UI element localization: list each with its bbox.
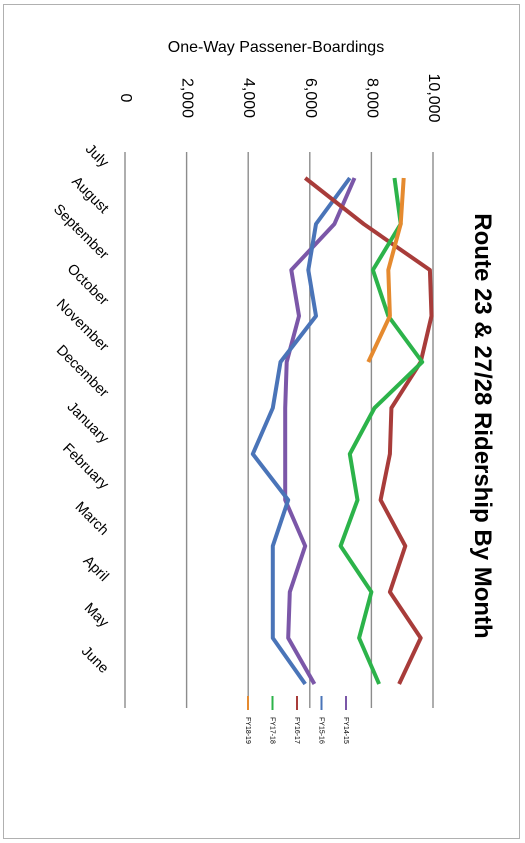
y-tick-label: 6,000 <box>302 78 319 118</box>
series-lines <box>250 176 434 686</box>
series-line <box>338 177 425 685</box>
legend-label: FY16-17 <box>293 717 300 744</box>
x-tick-labels: JulyAugustSeptemberOctoberNovemberDecemb… <box>50 141 112 677</box>
x-tick-label: June <box>78 643 112 677</box>
x-tick-label: April <box>80 553 112 585</box>
x-tick-label: May <box>81 600 112 631</box>
y-tick-label: 4,000 <box>240 78 257 118</box>
y-tick-label: 2,000 <box>179 78 196 118</box>
chart-title: Route 23 & 27/28 Ridership By Month <box>469 213 496 638</box>
gridlines <box>124 152 434 708</box>
y-tick-label: 8,000 <box>363 78 380 118</box>
x-tick-label: February <box>59 440 112 493</box>
x-tick-label: August <box>68 174 111 217</box>
legend: FY14-15 FY15-16 FY16-17 FY17-18 FY18-19 <box>244 696 349 744</box>
series-line <box>250 176 352 686</box>
legend-label: FY18-19 <box>244 717 251 744</box>
series-line <box>366 177 406 363</box>
legend-label: FY17-18 <box>269 717 276 744</box>
y-tick-label: 10,000 <box>425 74 442 123</box>
chart-frame <box>3 4 520 839</box>
y-tick-labels: 0 2,000 4,000 6,000 8,000 10,000 <box>117 74 442 123</box>
legend-label: FY15-16 <box>318 717 325 744</box>
y-tick-label: 0 <box>117 94 134 103</box>
legend-label: FY14-15 <box>342 717 349 744</box>
x-tick-label: July <box>82 141 112 171</box>
series-line <box>283 177 357 685</box>
x-tick-label: March <box>72 499 112 539</box>
y-axis-title: One-Way Passener-Boardings <box>168 39 384 56</box>
series-line <box>303 176 434 685</box>
